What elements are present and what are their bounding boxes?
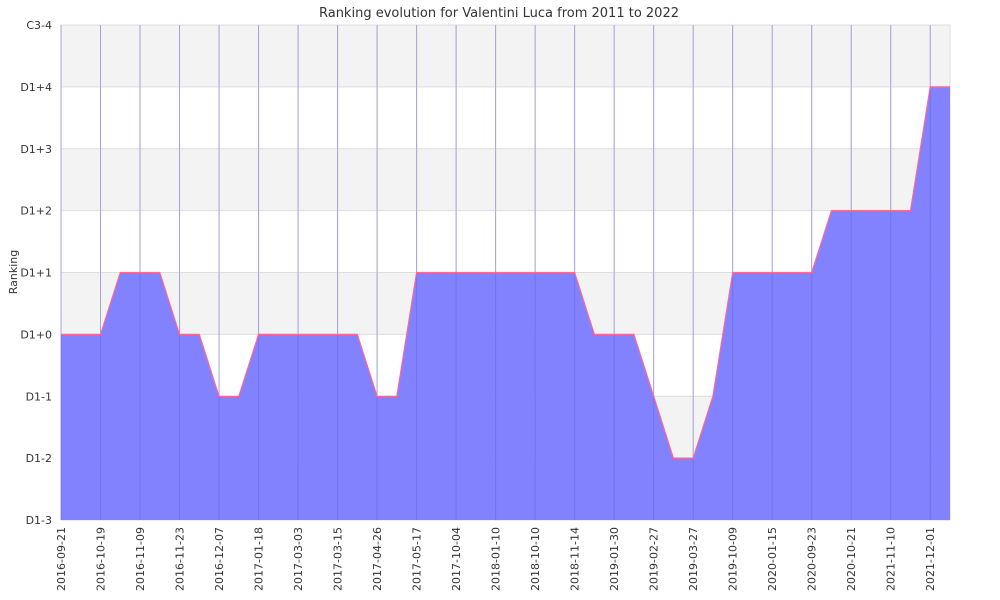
- x-tick-label: 2019-01-30: [608, 527, 621, 591]
- y-tick-label: D1-3: [26, 514, 52, 527]
- x-tick-label: 2018-01-10: [490, 527, 503, 591]
- y-tick-label: D1+1: [20, 267, 52, 280]
- ranking-area: [61, 86, 950, 521]
- x-tick-label: 2016-12-07: [213, 527, 226, 591]
- x-tick-label: 2017-03-03: [292, 527, 305, 591]
- x-tick-label: 2017-05-17: [411, 527, 424, 591]
- y-tick-label: D1+2: [20, 205, 52, 218]
- x-tick-label: 2019-10-09: [727, 527, 740, 591]
- y-tick-label: C3-4: [26, 19, 52, 32]
- x-tick-label: 2020-01-15: [766, 527, 779, 591]
- x-tick-label: 2020-10-21: [845, 527, 858, 591]
- y-tick-labels: D1-3 D1-2 D1-1 D1+0 D1+1 D1+2 D1+3 D1+4 C3-4: [20, 19, 951, 527]
- x-tick-label: 2017-10-04: [450, 527, 463, 591]
- x-tick-label: 2019-03-27: [687, 527, 700, 591]
- x-tick-label: 2018-11-14: [569, 527, 582, 591]
- y-tick-label: D1-1: [26, 390, 52, 403]
- y-axis-label: Ranking: [7, 250, 20, 295]
- x-tick-label: 2017-01-18: [253, 527, 266, 591]
- ranking-line: [61, 86, 950, 459]
- x-tick-labels: 2016-09-21 2016-10-19 2016-11-09 2016-11-23…: [55, 527, 937, 591]
- y-tick-label: D1+4: [20, 81, 52, 94]
- x-tick-label: 2021-11-10: [885, 527, 898, 591]
- x-tick-label: 2017-03-15: [332, 527, 345, 591]
- band: [61, 210, 950, 273]
- x-tick-label: 2019-02-27: [648, 527, 661, 591]
- x-tick-label: 2016-11-23: [174, 527, 187, 591]
- x-tick-label: 2020-09-23: [806, 527, 819, 591]
- band: [61, 25, 950, 87]
- y-tick-label: D1+3: [20, 143, 52, 156]
- chart-title: Ranking evolution for Valentini Luca fro…: [319, 6, 679, 21]
- y-tick-label: D1+0: [20, 328, 52, 341]
- x-tick-label: 2016-09-21: [55, 527, 68, 591]
- x-tick-label: 2017-04-26: [371, 527, 384, 591]
- y-tick-label: D1-2: [26, 452, 52, 465]
- x-tick-label: 2021-12-01: [924, 527, 937, 591]
- x-tick-label: 2016-11-09: [134, 527, 147, 591]
- x-tick-label: 2016-10-19: [95, 527, 108, 591]
- band: [61, 86, 950, 149]
- x-tick-label: 2018-10-10: [529, 527, 542, 591]
- band: [61, 148, 950, 211]
